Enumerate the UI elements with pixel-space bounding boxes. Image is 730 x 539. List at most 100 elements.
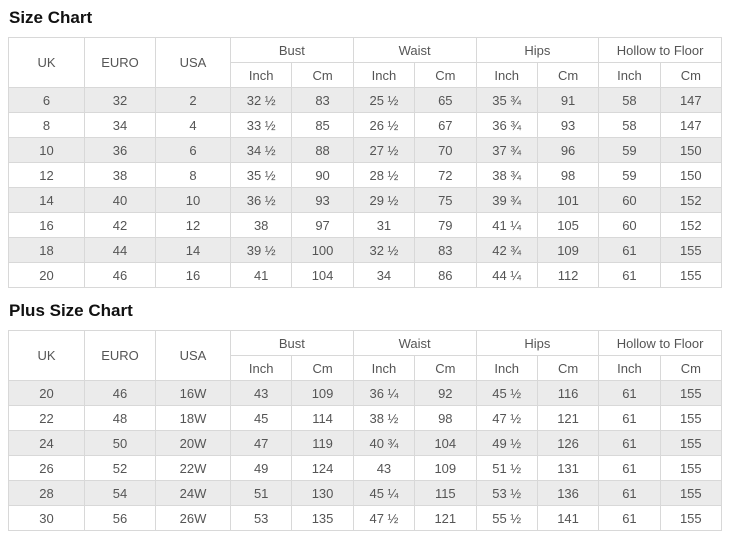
table-cell: 61 bbox=[598, 380, 661, 406]
unit-header-inch: Inch bbox=[352, 62, 416, 88]
table-cell: 104 bbox=[291, 262, 354, 288]
table-cell: 130 bbox=[291, 480, 354, 506]
group-header-waist: Waist bbox=[352, 37, 477, 63]
table-cell: 55 ½ bbox=[475, 505, 538, 531]
table-cell: 97 bbox=[291, 212, 354, 238]
column-header-uk: UK bbox=[8, 330, 85, 381]
table-cell: 36 ¾ bbox=[475, 112, 538, 138]
table-cell: 47 ½ bbox=[352, 505, 416, 531]
table-cell: 155 bbox=[659, 430, 723, 456]
size-chart-table: UK EURO USA Bust Waist Hips Hollow to Floor Inc… bbox=[8, 37, 723, 288]
table-cell: 53 ½ bbox=[475, 480, 538, 506]
table-cell: 40 ¾ bbox=[352, 430, 416, 456]
table-cell: 18 bbox=[8, 237, 85, 263]
table-cell: 98 bbox=[536, 162, 600, 188]
table-cell: 22W bbox=[155, 455, 231, 481]
table-cell: 35 ¾ bbox=[475, 87, 538, 113]
table-cell: 31 bbox=[352, 212, 416, 238]
column-header-uk: UK bbox=[8, 37, 85, 88]
table-cell: 119 bbox=[291, 430, 354, 456]
table-cell: 38 bbox=[229, 212, 293, 238]
size-chart-title: Size Chart bbox=[9, 8, 93, 27]
table-cell: 41 ¼ bbox=[475, 212, 538, 238]
table-row: 10 36 6 34 ½ 88 27 ½ 70 37 ¾ 96 59 150 bbox=[8, 137, 723, 163]
table-row: 20 46 16W 43 109 36 ¼ 92 45 ½ 116 61 155 bbox=[8, 380, 723, 406]
table-cell: 58 bbox=[598, 112, 661, 138]
table-cell: 10 bbox=[8, 137, 85, 163]
table-cell: 98 bbox=[414, 405, 477, 431]
group-header-bust: Bust bbox=[230, 330, 354, 356]
unit-header-cm: Cm bbox=[414, 355, 477, 381]
table-cell: 59 bbox=[598, 137, 661, 163]
table-cell: 54 bbox=[84, 480, 156, 506]
table-cell: 47 ½ bbox=[475, 405, 538, 431]
table-cell: 6 bbox=[8, 87, 85, 113]
table-cell: 45 ½ bbox=[475, 380, 538, 406]
table-cell: 42 bbox=[84, 212, 156, 238]
table-row: 14 40 10 36 ½ 93 29 ½ 75 39 ¾ 101 60 152 bbox=[8, 187, 723, 213]
table-cell: 126 bbox=[536, 430, 600, 456]
table-cell: 155 bbox=[659, 380, 723, 406]
plus-size-chart-section: Plus Size Chart UK EURO USA Bust Waist Hips Ho… bbox=[8, 301, 723, 531]
table-cell: 22 bbox=[8, 405, 85, 431]
table-cell: 50 bbox=[84, 430, 156, 456]
table-cell: 150 bbox=[659, 137, 723, 163]
table-cell: 61 bbox=[598, 480, 661, 506]
table-cell: 101 bbox=[536, 187, 600, 213]
table-cell: 36 bbox=[84, 137, 156, 163]
table-cell: 46 bbox=[84, 380, 156, 406]
table-cell: 136 bbox=[536, 480, 600, 506]
table-cell: 39 ¾ bbox=[475, 187, 538, 213]
table-cell: 51 ½ bbox=[475, 455, 538, 481]
table-cell: 52 bbox=[84, 455, 156, 481]
table-cell: 33 ½ bbox=[229, 112, 293, 138]
table-cell: 61 bbox=[598, 455, 661, 481]
table-cell: 141 bbox=[536, 505, 600, 531]
table-cell: 61 bbox=[598, 505, 661, 531]
table-cell: 109 bbox=[536, 237, 600, 263]
table-cell: 25 ½ bbox=[352, 87, 416, 113]
table-cell: 93 bbox=[536, 112, 600, 138]
table-cell: 18W bbox=[155, 405, 231, 431]
table-cell: 44 bbox=[84, 237, 156, 263]
table-cell: 79 bbox=[414, 212, 477, 238]
unit-header-inch: Inch bbox=[229, 355, 293, 381]
table-cell: 42 ¾ bbox=[475, 237, 538, 263]
table-cell: 105 bbox=[536, 212, 600, 238]
table-cell: 39 ½ bbox=[229, 237, 293, 263]
table-cell: 65 bbox=[414, 87, 477, 113]
table-cell: 67 bbox=[414, 112, 477, 138]
table-cell: 12 bbox=[8, 162, 85, 188]
table-cell: 85 bbox=[291, 112, 354, 138]
table-row: 16 42 12 38 97 31 79 41 ¼ 105 60 152 bbox=[8, 212, 723, 238]
table-cell: 8 bbox=[8, 112, 85, 138]
table-cell: 10 bbox=[155, 187, 231, 213]
group-header-hollow-to-floor: Hollow to Floor bbox=[598, 37, 722, 63]
table-cell: 116 bbox=[536, 380, 600, 406]
table-cell: 121 bbox=[536, 405, 600, 431]
table-cell: 121 bbox=[414, 505, 477, 531]
unit-header-inch: Inch bbox=[352, 355, 416, 381]
table-cell: 93 bbox=[291, 187, 354, 213]
table-cell: 30 bbox=[8, 505, 85, 531]
table-cell: 26 bbox=[8, 455, 85, 481]
table-row: 30 56 26W 53 135 47 ½ 121 55 ½ 141 61 155 bbox=[8, 505, 723, 531]
table-cell: 8 bbox=[155, 162, 231, 188]
table-cell: 61 bbox=[598, 237, 661, 263]
table-cell: 26 ½ bbox=[352, 112, 416, 138]
group-header-waist: Waist bbox=[352, 330, 477, 356]
table-cell: 36 ¼ bbox=[352, 380, 416, 406]
table-cell: 147 bbox=[659, 87, 723, 113]
table-cell: 155 bbox=[659, 262, 723, 288]
table-row: 28 54 24W 51 130 45 ¼ 115 53 ½ 136 61 155 bbox=[8, 480, 723, 506]
table-cell: 72 bbox=[414, 162, 477, 188]
table-cell: 46 bbox=[84, 262, 156, 288]
unit-header-cm: Cm bbox=[414, 62, 477, 88]
table-cell: 96 bbox=[536, 137, 600, 163]
table-cell: 49 ½ bbox=[475, 430, 538, 456]
table-cell: 45 bbox=[229, 405, 293, 431]
table-cell: 28 ½ bbox=[352, 162, 416, 188]
table-cell: 100 bbox=[291, 237, 354, 263]
table-cell: 150 bbox=[659, 162, 723, 188]
